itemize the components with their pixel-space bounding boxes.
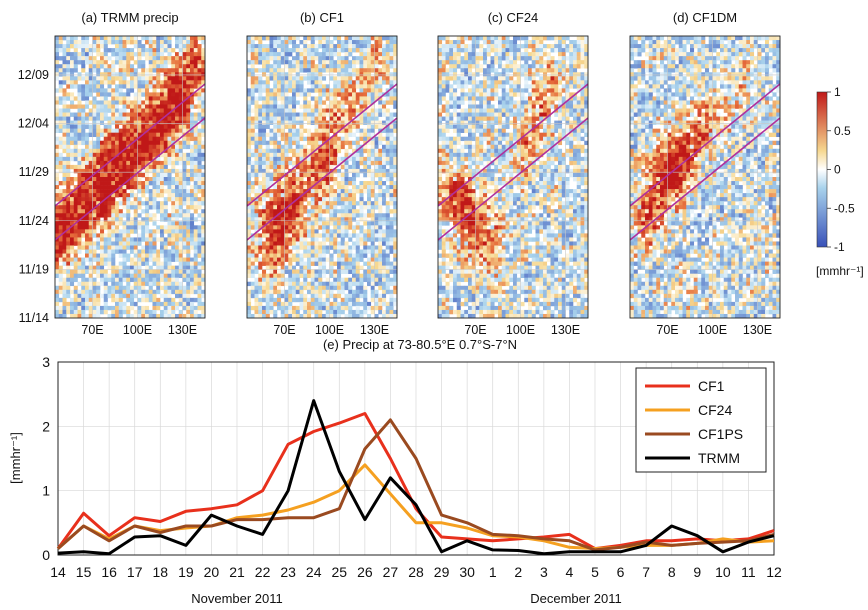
propagation-band-line (246, 83, 398, 207)
x-tick-label: 21 (229, 564, 245, 580)
heatmap-x-tick-label: 100E (506, 323, 535, 337)
propagation-band-line (246, 117, 398, 241)
x-tick-label: 12 (766, 564, 782, 580)
heatmap-x-tick-label: 130E (743, 323, 772, 337)
heatmap-x-tick-label: 100E (315, 323, 344, 337)
x-tick-label: 24 (306, 564, 322, 580)
colorbar-ticks: 1 0.5 0 -0.5 -1 (827, 85, 855, 254)
heatmap-panel: (d) CF1DM 70E 100E 130E (629, 10, 781, 337)
y-tick-label: 1 (42, 483, 50, 499)
x-tick-label: 18 (152, 564, 168, 580)
x-tick-label: 7 (642, 564, 650, 580)
heatmap-y-tick-label: 12/09 (18, 68, 49, 82)
series-line-trmm (57, 399, 775, 556)
x-tick-label: 4 (566, 564, 574, 580)
line-chart-series (56, 399, 775, 556)
legend-label: CF1PS (698, 426, 743, 442)
heatmap-x-tick-label: 100E (123, 323, 152, 337)
y-tick-label: 0 (42, 547, 50, 563)
x-tick-label: 30 (459, 564, 475, 580)
heatmap-frame (437, 35, 589, 319)
heatmap-y-tick-label: 12/04 (18, 117, 49, 131)
heatmap-x-tick-label: 70E (464, 323, 486, 337)
heatmap-y-tick-label: 11/19 (19, 262, 49, 276)
colorbar-gradient (816, 91, 828, 248)
line-chart-frame (57, 361, 775, 556)
colorbar-tick-label: 1 (834, 85, 841, 99)
line-chart-title: (e) Precip at 73-80.5°E 0.7°S-7°N (323, 337, 517, 352)
colorbar-unit-label: [mmhr⁻¹] (816, 264, 864, 278)
x-tick-label: 26 (357, 564, 373, 580)
heatmap-panel-title: (a) TRMM precip (81, 10, 178, 25)
heatmap-y-tick-label: 11/29 (19, 165, 49, 179)
x-axis-label-december: December 2011 (530, 591, 622, 606)
heatmap-panel: (b) CF1 70E 100E 130E (246, 10, 398, 337)
heatmap-frame (629, 35, 781, 319)
y-tick-label: 3 (42, 354, 50, 370)
colorbar: 1 0.5 0 -0.5 -1 [mmhr⁻¹] (816, 85, 864, 278)
heatmap-x-tick-label: 70E (656, 323, 678, 337)
x-tick-label: 15 (76, 564, 92, 580)
propagation-band-line (54, 83, 206, 207)
x-tick-label: 5 (591, 564, 599, 580)
y-tick-label: 2 (42, 418, 50, 434)
heatmap-panel: (a) TRMM precip 70E 100E 130E 12/09 12/04 11/2… (18, 10, 206, 337)
x-tick-label: 2 (514, 564, 522, 580)
x-tick-label: 3 (540, 564, 548, 580)
heatmap-frame (54, 35, 206, 319)
heatmap-panel-title: (b) CF1 (300, 10, 344, 25)
x-tick-label: 8 (668, 564, 676, 580)
colorbar-tick-label: 0 (834, 163, 841, 177)
x-tick-label: 29 (434, 564, 450, 580)
heatmap-x-tick-label: 70E (273, 323, 295, 337)
propagation-band-line (629, 117, 781, 241)
heatmap-x-tick-label: 100E (698, 323, 727, 337)
legend-label: CF1 (698, 378, 725, 394)
heatmap-x-tick-label: 130E (168, 323, 197, 337)
x-tick-label: 9 (693, 564, 701, 580)
x-tick-label: 11 (741, 564, 756, 580)
series-line-cf1ps (57, 418, 775, 552)
heatmap-x-tick-label: 130E (551, 323, 580, 337)
heatmap-panels: (a) TRMM precip 70E 100E 130E 12/09 12/04 11/2… (18, 10, 781, 337)
x-tick-label: 20 (204, 564, 220, 580)
x-tick-label: 6 (617, 564, 625, 580)
heatmap-panel: (c) CF24 70E 100E 130E (437, 10, 589, 337)
x-tick-label: 22 (255, 564, 271, 580)
x-tick-label: 14 (50, 564, 66, 580)
propagation-band-line (54, 117, 206, 241)
legend-label: TRMM (698, 450, 740, 466)
heatmap-y-tick-label: 11/14 (19, 311, 49, 325)
heatmap-y-tick-label: 11/24 (19, 214, 49, 228)
colorbar-tick-label: 0.5 (834, 124, 851, 138)
propagation-band-line (437, 117, 589, 241)
line-chart-y-axis-label: [mmhr⁻¹] (8, 432, 23, 484)
heatmap-panel-title: (c) CF24 (488, 10, 539, 25)
x-tick-label: 17 (127, 564, 143, 580)
legend-label: CF24 (698, 402, 732, 418)
x-tick-label: 23 (280, 564, 296, 580)
colorbar-tick-label: -0.5 (834, 201, 855, 215)
line-chart-y-ticks: 0 1 2 3 (42, 354, 50, 563)
x-tick-label: 27 (383, 564, 399, 580)
propagation-band-line (629, 83, 781, 207)
propagation-band-line (437, 83, 589, 207)
heatmap-panel-title: (d) CF1DM (673, 10, 737, 25)
line-chart-x-ticks: 14 15 16 17 18 19 20 21 22 23 24 25 26 27 28 29 30 1 2 3 4 5 6… (50, 564, 782, 580)
x-tick-label: 25 (331, 564, 347, 580)
x-tick-label: 1 (489, 564, 497, 580)
heatmap-x-tick-label: 130E (360, 323, 389, 337)
x-tick-label: 28 (408, 564, 424, 580)
heatmap-frame (246, 35, 398, 319)
x-tick-label: 10 (715, 564, 731, 580)
x-tick-label: 19 (178, 564, 194, 580)
heatmap-x-tick-label: 70E (81, 323, 103, 337)
legend: CF1 CF24 CF1PS TRMM (635, 367, 767, 473)
colorbar-tick-label: -1 (834, 240, 845, 254)
x-axis-label-november: November 2011 (191, 591, 283, 606)
x-tick-label: 16 (101, 564, 117, 580)
